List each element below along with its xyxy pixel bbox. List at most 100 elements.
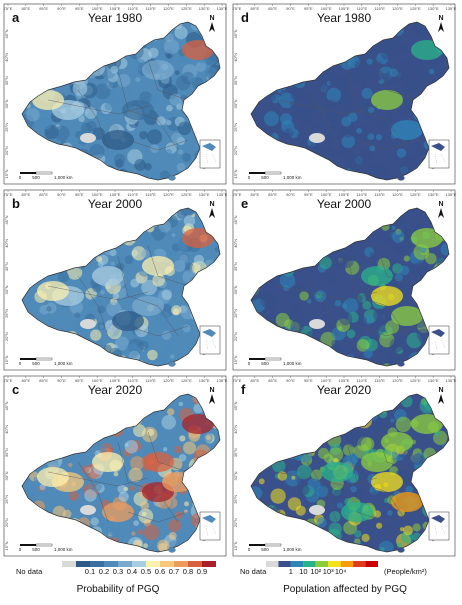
legend-swatch	[290, 561, 304, 567]
legend-tick-label: 0.3	[113, 567, 123, 576]
map-cell	[68, 490, 79, 501]
map-cell	[364, 521, 377, 534]
scale-seg-1	[249, 172, 265, 174]
map-cell	[129, 72, 136, 79]
province-border	[376, 431, 418, 473]
map-cell	[270, 488, 286, 504]
legend-population: No data 1 10 10² 10³ 10⁴ (People/km²) Populatio…	[240, 561, 427, 595]
map-cell	[361, 87, 373, 99]
panel-letter: f	[241, 382, 246, 397]
lon-tick-label: 75°E	[233, 192, 242, 197]
map-cell	[130, 278, 140, 288]
lon-tick-label: 125°E	[181, 192, 192, 197]
lon-tick-label: 95°E	[304, 378, 313, 383]
province-border	[376, 245, 418, 287]
hainan-island	[168, 547, 176, 553]
lon-tick-label: 85°E	[39, 6, 48, 11]
lon-tick-label: 120°E	[163, 192, 174, 197]
map-cell	[324, 272, 339, 287]
lon-tick-label: 85°E	[39, 192, 48, 197]
lon-tick-label: 120°E	[392, 192, 403, 197]
map-cell	[287, 497, 302, 511]
map-hotspot	[92, 452, 124, 472]
map-cell	[115, 254, 123, 263]
map-cell	[404, 62, 410, 67]
map-cell	[155, 311, 171, 326]
legend-swatch	[365, 561, 378, 567]
province-border	[147, 431, 189, 473]
map-cell	[155, 352, 170, 366]
lat-tick-label: 25°N	[233, 123, 238, 132]
province-border	[77, 461, 109, 523]
lat-tick-label: 40°N	[4, 239, 9, 248]
map-cell	[110, 65, 119, 74]
map-cell	[341, 134, 356, 149]
map-cell	[390, 418, 395, 423]
map-cell	[183, 441, 197, 455]
map-hotspot	[132, 296, 164, 316]
map-cell	[139, 130, 148, 140]
map-cell	[334, 299, 342, 307]
lat-tick-label: 20°N	[4, 332, 9, 341]
province-border	[127, 511, 189, 523]
map-cell	[375, 134, 383, 141]
scale-mid: 500	[32, 361, 40, 366]
map-cell	[363, 114, 371, 121]
scale-zero: 0	[248, 547, 251, 552]
province-border	[356, 139, 418, 151]
inset-land	[202, 515, 216, 523]
map-cell	[112, 292, 120, 300]
lon-tick-label: 90°E	[286, 378, 295, 383]
panel-title: Year 1980	[88, 11, 143, 25]
map-cell	[117, 484, 127, 494]
map-cell	[289, 302, 302, 315]
map-cell	[360, 437, 375, 451]
map-cell	[171, 132, 183, 145]
map-cell	[277, 471, 288, 481]
map-cell	[338, 75, 345, 81]
legend-tick-label: 10³	[323, 567, 334, 576]
map-cell	[72, 81, 88, 96]
map-cell	[360, 96, 371, 107]
map-cell	[157, 46, 166, 55]
map-cell	[291, 475, 296, 480]
map-cell	[299, 291, 309, 301]
map-cell	[143, 524, 160, 541]
map-hotspot	[361, 266, 393, 286]
map-hotspot	[182, 228, 214, 248]
map-hotspot	[391, 306, 423, 326]
lon-tick-label: 105°E	[110, 378, 121, 383]
legend-tick-label: 10⁴	[335, 567, 347, 576]
map-cell	[183, 215, 196, 227]
map-cell	[391, 225, 396, 230]
map-cell	[193, 254, 205, 266]
map-cell	[141, 249, 150, 258]
map-cell	[290, 289, 297, 297]
map-cell	[117, 73, 131, 88]
inset-dash-line	[205, 339, 217, 351]
lon-tick-label: 115°E	[145, 378, 156, 383]
map-cell	[135, 76, 141, 82]
map-cell	[378, 540, 394, 552]
map-cell	[143, 543, 148, 549]
north-arrow-shape	[209, 22, 215, 32]
map-cell	[306, 299, 312, 304]
map-cell	[373, 510, 382, 518]
province-border	[356, 511, 418, 523]
lon-tick-label: 75°E	[4, 378, 13, 383]
map-cell	[390, 165, 396, 171]
map-cell	[403, 41, 412, 51]
lon-tick-label: 95°E	[75, 192, 84, 197]
map-cell	[363, 348, 373, 359]
lon-tick-label: 135°E	[217, 378, 228, 383]
lon-tick-label: 80°E	[250, 192, 259, 197]
map-cell	[49, 127, 58, 136]
map-cell	[403, 255, 410, 262]
north-arrow-shape	[438, 208, 444, 218]
map-cell	[401, 237, 413, 250]
lon-tick-label: 110°E	[128, 378, 139, 383]
lon-tick-label: 130°E	[199, 378, 210, 383]
lat-tick-label: 45°N	[4, 215, 9, 224]
map-cell	[97, 305, 106, 314]
map-cell	[280, 113, 292, 125]
